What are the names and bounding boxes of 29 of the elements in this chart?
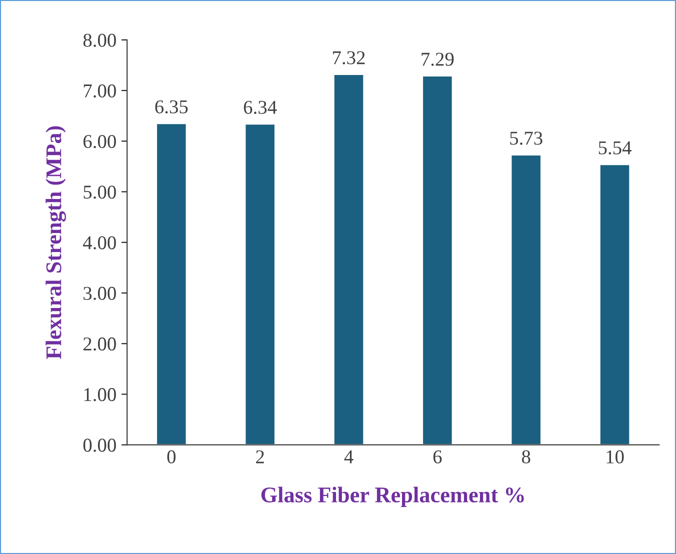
y-tick-label: 0.00 (83, 438, 116, 452)
bar (156, 122, 188, 445)
y-tick-label: 2.00 (83, 337, 116, 351)
y-tick-label: 5.00 (84, 186, 116, 199)
y-axis-title: Flexural Strength (MPa) (46, 126, 66, 360)
bar (332, 74, 365, 445)
y-tick-label: 4.00 (83, 236, 116, 250)
bar (598, 164, 631, 445)
bar (422, 75, 454, 445)
y-tick-label: 7.00 (84, 84, 116, 98)
y-tick-label: 8.00 (83, 34, 116, 47)
y-tick-label: 3.00 (84, 286, 116, 300)
x-tick-label: 2 (256, 450, 264, 464)
x-tick-label: 10 (606, 450, 624, 464)
x-tick-label: 8 (522, 450, 530, 464)
x-tick-label: 6 (433, 450, 442, 464)
data-label: 5.54 (598, 141, 632, 154)
data-label: 6.35 (155, 100, 188, 114)
bar (510, 154, 542, 445)
data-label: 7.32 (333, 51, 365, 64)
x-tick-label: 0 (167, 450, 176, 464)
data-label: 6.34 (244, 100, 277, 114)
data-label: 7.29 (422, 52, 454, 66)
x-axis-title: Glass Fiber Replacement % (261, 486, 524, 507)
y-tick-label: 6.00 (83, 134, 116, 148)
y-tick-label: 1.00 (84, 388, 116, 402)
bar (244, 123, 276, 445)
data-label: 5.73 (510, 132, 542, 145)
x-tick-label: 4 (344, 450, 354, 464)
